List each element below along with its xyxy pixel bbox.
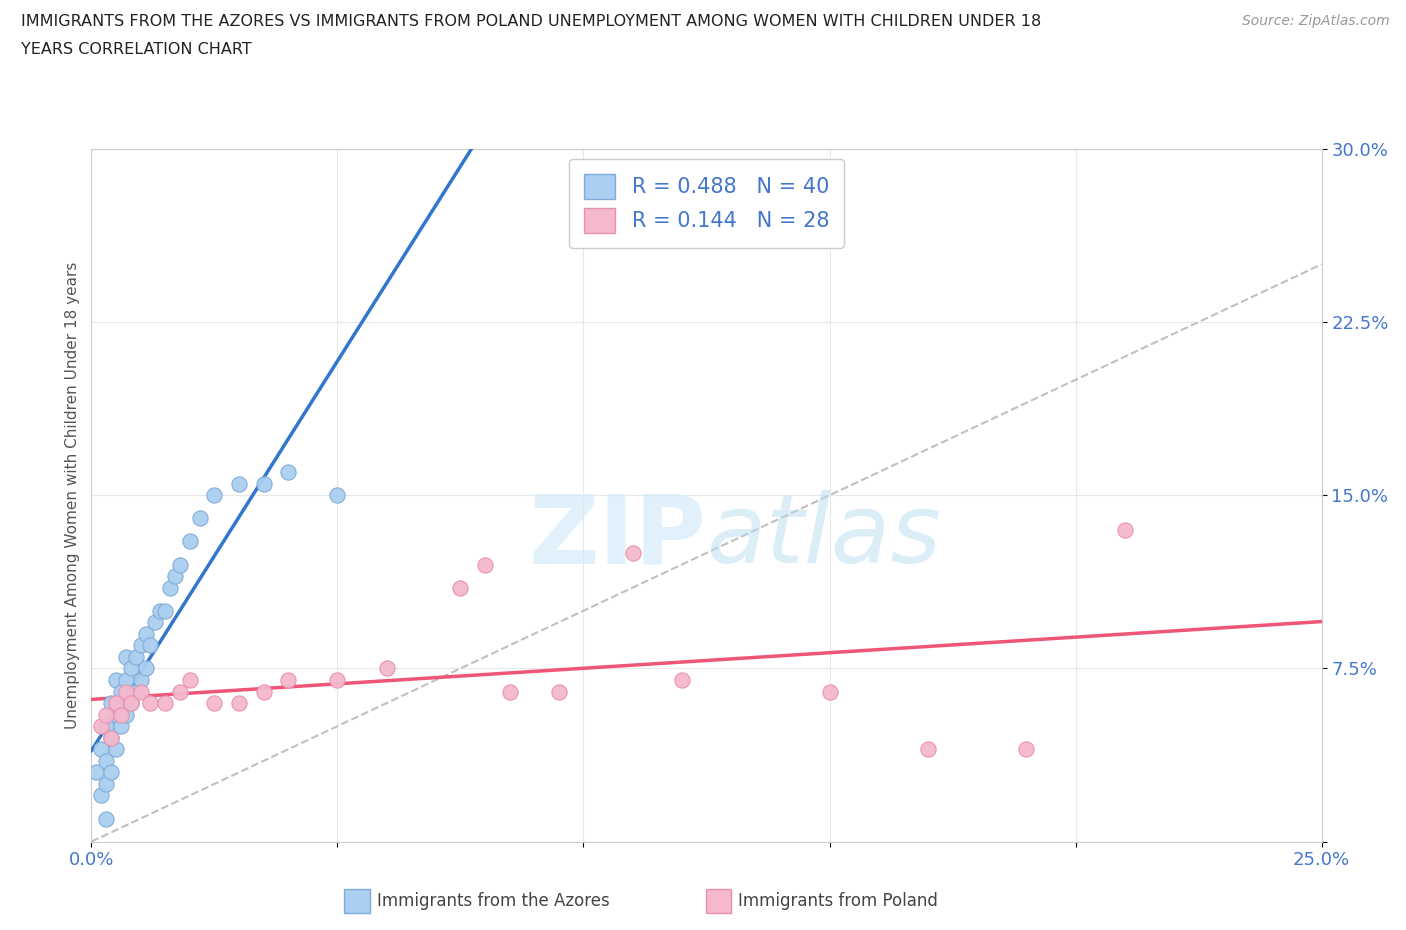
Point bbox=[139, 638, 162, 653]
Point bbox=[163, 568, 186, 583]
Point bbox=[474, 557, 496, 572]
Point bbox=[129, 672, 152, 687]
Point bbox=[228, 696, 250, 711]
Point bbox=[124, 684, 146, 699]
Text: Immigrants from the Azores: Immigrants from the Azores bbox=[377, 892, 610, 910]
Point bbox=[96, 777, 117, 791]
Point bbox=[917, 742, 939, 757]
Point bbox=[96, 811, 117, 826]
Point bbox=[253, 476, 276, 491]
Point bbox=[114, 684, 138, 699]
Point bbox=[818, 684, 841, 699]
Point bbox=[179, 672, 201, 687]
Point bbox=[110, 707, 132, 722]
Point bbox=[100, 730, 122, 745]
Point bbox=[135, 661, 156, 676]
Point bbox=[90, 788, 112, 803]
Point bbox=[90, 742, 112, 757]
Legend: R = 0.488   N = 40, R = 0.144   N = 28: R = 0.488 N = 40, R = 0.144 N = 28 bbox=[569, 159, 844, 247]
Point bbox=[449, 580, 471, 595]
Point bbox=[202, 488, 225, 503]
Point bbox=[139, 696, 162, 711]
Point bbox=[202, 696, 225, 711]
Point bbox=[498, 684, 520, 699]
Text: Immigrants from Poland: Immigrants from Poland bbox=[738, 892, 938, 910]
Point bbox=[96, 753, 117, 768]
Point bbox=[105, 672, 127, 687]
Point bbox=[120, 661, 142, 676]
Y-axis label: Unemployment Among Women with Children Under 18 years: Unemployment Among Women with Children U… bbox=[65, 261, 80, 729]
Point bbox=[671, 672, 693, 687]
Point bbox=[100, 696, 122, 711]
Point bbox=[96, 707, 117, 722]
Point bbox=[169, 684, 191, 699]
Point bbox=[326, 488, 349, 503]
Text: YEARS CORRELATION CHART: YEARS CORRELATION CHART bbox=[21, 42, 252, 57]
Point bbox=[179, 534, 201, 549]
Point bbox=[114, 707, 138, 722]
Point bbox=[135, 627, 156, 642]
Point bbox=[120, 696, 142, 711]
Point bbox=[375, 661, 398, 676]
Point bbox=[124, 649, 146, 664]
Text: ZIP: ZIP bbox=[529, 490, 706, 583]
Point bbox=[547, 684, 569, 699]
Point bbox=[105, 707, 127, 722]
Point bbox=[129, 638, 152, 653]
Point bbox=[1015, 742, 1038, 757]
Point bbox=[253, 684, 276, 699]
Point bbox=[621, 546, 644, 561]
Point bbox=[326, 672, 349, 687]
Text: Source: ZipAtlas.com: Source: ZipAtlas.com bbox=[1241, 14, 1389, 28]
Point bbox=[105, 696, 127, 711]
Point bbox=[129, 684, 152, 699]
Point bbox=[120, 696, 142, 711]
Point bbox=[110, 684, 132, 699]
Point bbox=[100, 730, 122, 745]
Point bbox=[159, 580, 181, 595]
Point bbox=[90, 719, 112, 734]
Point bbox=[114, 672, 138, 687]
Point bbox=[169, 557, 191, 572]
Point bbox=[1114, 523, 1136, 538]
Point bbox=[114, 649, 138, 664]
Point bbox=[228, 476, 250, 491]
Point bbox=[149, 604, 172, 618]
Point bbox=[86, 764, 108, 779]
Point bbox=[145, 615, 166, 630]
Point bbox=[105, 742, 127, 757]
Text: IMMIGRANTS FROM THE AZORES VS IMMIGRANTS FROM POLAND UNEMPLOYMENT AMONG WOMEN WI: IMMIGRANTS FROM THE AZORES VS IMMIGRANTS… bbox=[21, 14, 1042, 29]
Point bbox=[100, 764, 122, 779]
Text: atlas: atlas bbox=[706, 490, 942, 583]
Point bbox=[277, 672, 299, 687]
Point bbox=[96, 719, 117, 734]
Point bbox=[153, 604, 177, 618]
Point bbox=[277, 465, 299, 480]
Point bbox=[110, 719, 132, 734]
Point bbox=[153, 696, 177, 711]
Point bbox=[188, 511, 211, 525]
